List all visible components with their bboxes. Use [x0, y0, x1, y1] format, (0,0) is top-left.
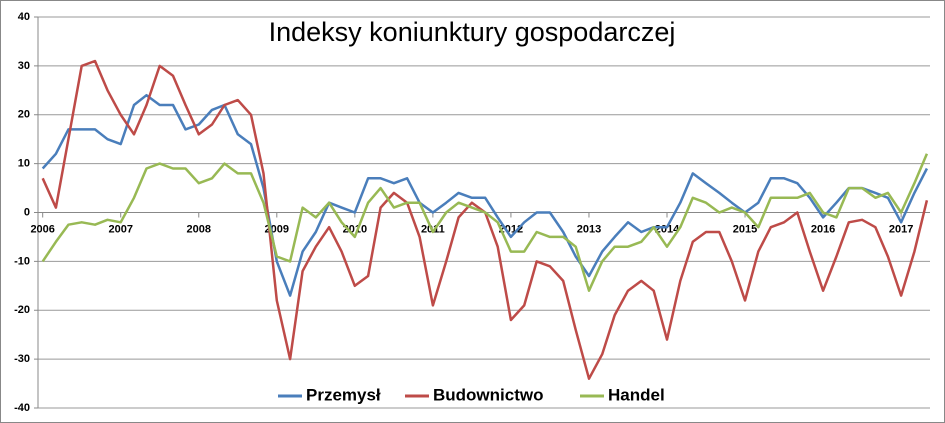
y-tick-label: 20 [18, 109, 30, 121]
x-tick-label: 2006 [30, 223, 54, 235]
y-tick-label: -40 [14, 402, 30, 414]
x-tick-label: 2015 [733, 223, 757, 235]
x-tick-label: 2008 [187, 223, 211, 235]
y-tick-label: -30 [14, 353, 30, 365]
x-tick-label: 2007 [108, 223, 132, 235]
legend-label: Przemysł [306, 385, 381, 404]
y-tick-label: 10 [18, 158, 30, 170]
series-line [41, 153, 929, 292]
x-tick-label: 2010 [343, 223, 367, 235]
x-tick-label: 2016 [811, 223, 835, 235]
x-tick-label: 2013 [577, 223, 601, 235]
y-tick-label: -20 [14, 304, 30, 316]
y-tick-label: -10 [14, 255, 30, 267]
y-tick-label: 0 [24, 206, 30, 218]
legend-label: Handel [608, 385, 665, 404]
x-tick-label: 2017 [889, 223, 913, 235]
y-tick-label: 30 [18, 60, 30, 72]
series-line [41, 93, 929, 297]
y-tick-label: 40 [18, 11, 30, 23]
legend-label: Budownictwo [433, 385, 543, 404]
chart-title: Indeksy koniunktury gospodarczej [269, 17, 676, 47]
